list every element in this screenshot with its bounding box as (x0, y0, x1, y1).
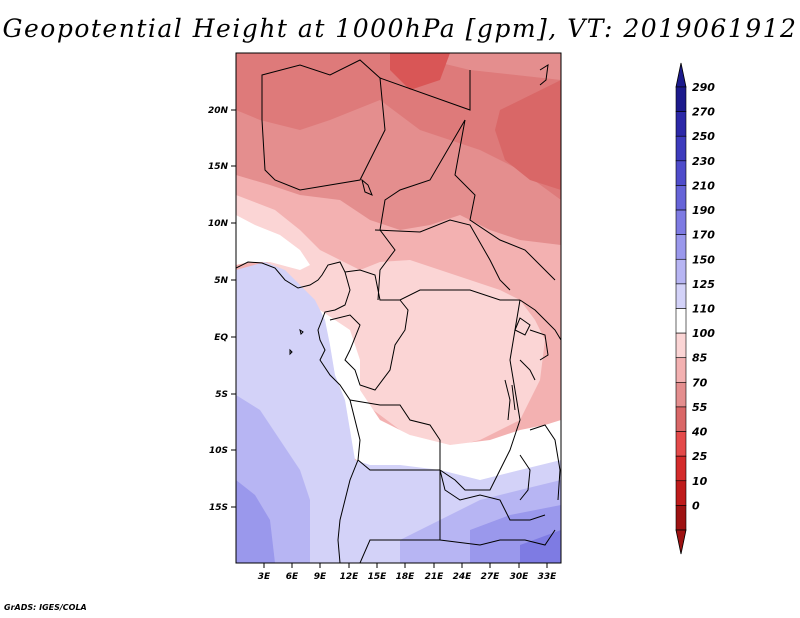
lon-label-12e: 12E (340, 572, 360, 582)
lat-label-5n: 5N (214, 276, 228, 286)
lat-label-15s: 15S (209, 503, 228, 513)
lon-label-3e: 3E (258, 572, 271, 582)
lake-victoria (514, 317, 531, 336)
map-borders (236, 59, 561, 563)
colorbar-label: 150 (692, 253, 715, 266)
lat-label-20n: 20N (208, 106, 229, 116)
colorbar-segment (675, 135, 687, 162)
lon-label-27e: 27E (481, 572, 501, 582)
colorbar: 2902702502302101901701501251101008570554… (675, 62, 715, 555)
colorbar-segment (675, 431, 687, 457)
colorbar-segment (675, 505, 687, 531)
lon-label-21e: 21E (425, 572, 445, 582)
lon-axis: 3E 6E 9E 12E 15E 18E 21E 24E 27E 30E 33E (258, 563, 557, 582)
colorbar-segment (675, 234, 687, 260)
lat-label-10s: 10S (209, 446, 228, 456)
border-drc-south (349, 299, 521, 491)
lon-label-33e: 33E (538, 572, 558, 582)
colorbar-segment (675, 111, 687, 137)
lake-malawi (519, 454, 531, 501)
colorbar-label: 230 (692, 155, 715, 168)
border-drc-north (344, 269, 520, 301)
geopotential-field (236, 53, 561, 563)
border-car (374, 219, 511, 291)
field-40-55-region (390, 53, 450, 90)
lake-tanganyika (504, 379, 516, 421)
colorbar-label: 170 (692, 229, 715, 242)
lake-chad (361, 178, 373, 196)
colorbar-bottom-arrow (675, 529, 687, 555)
colorbar-segment (675, 308, 687, 334)
colorbar-label: 0 (692, 499, 700, 512)
colorbar-top-arrow (675, 62, 687, 88)
colorbar-label: 85 (692, 352, 708, 365)
colorbar-label: 290 (692, 81, 715, 94)
border-sudan (454, 119, 556, 281)
colorbar-segment (675, 86, 687, 112)
field-125-150-region (236, 262, 561, 563)
lon-label-6e: 6E (286, 572, 299, 582)
lat-label-10n: 10N (208, 219, 229, 229)
border-tanzania (529, 424, 561, 501)
colorbar-label: 100 (692, 327, 715, 340)
field-110-125-south (320, 310, 561, 490)
colorbar-segment (675, 283, 687, 309)
border-congo (329, 299, 409, 391)
colorbar-segment (675, 382, 687, 408)
field-100-110-region (236, 195, 545, 445)
field-110-125-west (236, 215, 310, 270)
colorbar-segment (675, 332, 687, 359)
footer-credit: GrADS: IGES/COLA (4, 603, 87, 612)
colorbar-segment (675, 357, 687, 383)
border-zambia (439, 469, 546, 521)
lat-label-15n: 15N (208, 162, 229, 172)
field-55-ne-region (495, 80, 561, 190)
border-east-africa (519, 299, 561, 381)
colorbar-label: 125 (692, 278, 715, 291)
colorbar-label: 25 (692, 450, 708, 463)
colorbar-label: 210 (692, 179, 715, 192)
nile-delta (539, 64, 549, 86)
colorbar-segment (675, 209, 687, 235)
colorbar-label: 70 (692, 376, 708, 389)
border-zambia-south (439, 529, 556, 546)
lon-label-9e: 9E (314, 572, 327, 582)
coastline (236, 261, 361, 563)
colorbar-label: 110 (692, 303, 715, 316)
colorbar-label: 55 (692, 401, 708, 414)
islands (289, 328, 304, 356)
chart-title: Geopotential Height at 1000hPa [gpm], VT… (2, 14, 798, 43)
colorbar-segment (675, 480, 687, 506)
lon-label-18e: 18E (396, 572, 416, 582)
colorbar-label: 190 (692, 204, 715, 217)
plot-frame (235, 52, 562, 564)
colorbar-segment (675, 406, 687, 432)
colorbar-label: 10 (692, 475, 708, 488)
field-170-190-sw (236, 480, 275, 563)
lon-label-30e: 30E (510, 572, 530, 582)
colorbar-segment (675, 185, 687, 211)
lon-label-24e: 24E (453, 572, 473, 582)
border-chad (377, 70, 471, 301)
field-190-210-se (520, 530, 561, 563)
colorbar-label: 250 (692, 130, 715, 143)
lon-label-15e: 15E (368, 572, 388, 582)
colorbar-segment (675, 455, 687, 482)
colorbar-segment (675, 258, 687, 285)
border-niger (261, 59, 386, 191)
colorbar-segment (675, 160, 687, 186)
field-55-70-region (236, 53, 561, 200)
lat-label-5s: 5S (215, 390, 228, 400)
lat-label-eq: EQ (214, 333, 228, 343)
lat-axis: 20N 15N 10N 5N EQ 5S 10S 15S (208, 106, 236, 513)
colorbar-label: 40 (691, 426, 708, 439)
colorbar-label: 270 (692, 106, 715, 119)
